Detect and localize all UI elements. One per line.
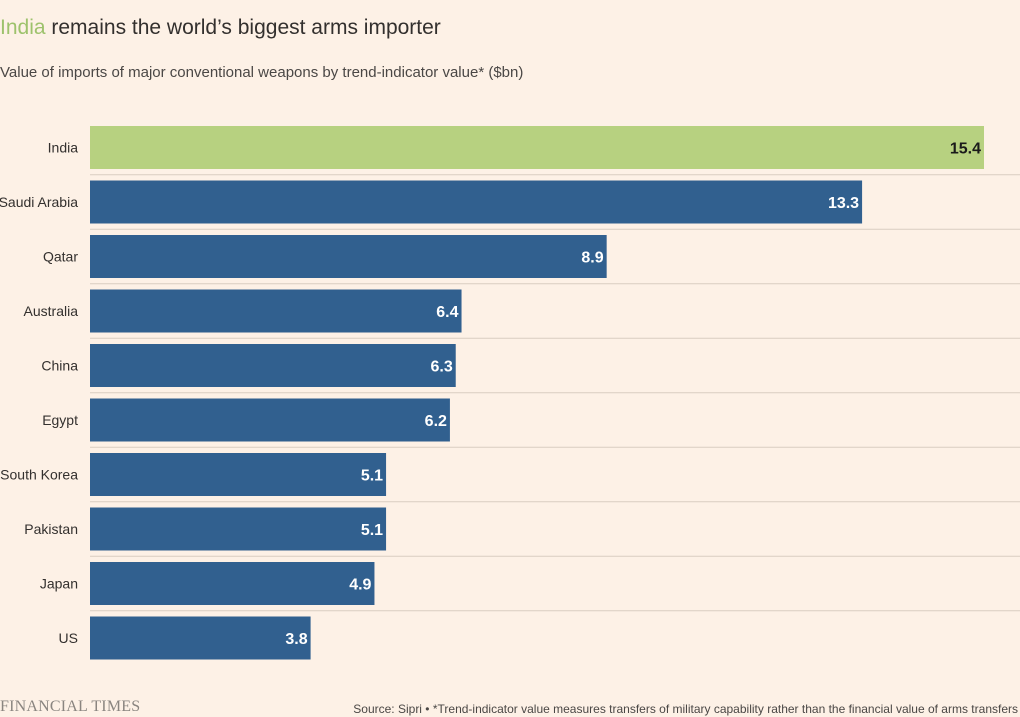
category-label: Saudi Arabia	[0, 194, 78, 210]
ft-logo: FINANCIAL TIMES	[0, 698, 141, 715]
title-rest: remains the world’s biggest arms importe…	[45, 16, 441, 39]
bar	[90, 398, 450, 442]
value-label: 6.3	[430, 359, 452, 376]
category-label: India	[48, 140, 79, 156]
chart-title: India remains the world’s biggest arms i…	[0, 14, 441, 42]
value-label: 6.4	[436, 304, 458, 321]
category-label: Japan	[40, 576, 78, 592]
value-label: 13.3	[828, 195, 859, 212]
category-label: Pakistan	[24, 521, 78, 537]
bar	[90, 562, 375, 605]
bar	[90, 126, 984, 169]
bar	[90, 235, 607, 278]
category-label: Egypt	[42, 412, 78, 428]
source-note: Source: Sipri • *Trend-indicator value m…	[353, 702, 1018, 716]
category-label: US	[59, 630, 78, 646]
bar	[90, 453, 387, 496]
bar	[90, 616, 311, 660]
value-label: 4.9	[349, 577, 371, 594]
category-label: Qatar	[43, 249, 78, 265]
value-label: 8.9	[581, 250, 603, 267]
value-label: 15.4	[950, 141, 981, 158]
category-label: South Korea	[0, 467, 78, 483]
chart-subtitle: Value of imports of major conventional w…	[0, 64, 524, 81]
bar	[90, 180, 863, 224]
bar	[90, 289, 462, 333]
title-highlight: India	[0, 16, 46, 39]
category-label: China	[41, 358, 78, 374]
value-label: 5.1	[361, 468, 383, 485]
value-label: 6.2	[425, 413, 447, 430]
category-label: Australia	[24, 303, 79, 319]
bar-chart: India 15.4 Saudi Arabia 13.3 Qatar 8.9 Austral…	[0, 126, 1020, 660]
value-label: 3.8	[285, 631, 307, 648]
bar	[90, 507, 387, 551]
bar	[90, 344, 456, 387]
value-label: 5.1	[361, 522, 383, 539]
